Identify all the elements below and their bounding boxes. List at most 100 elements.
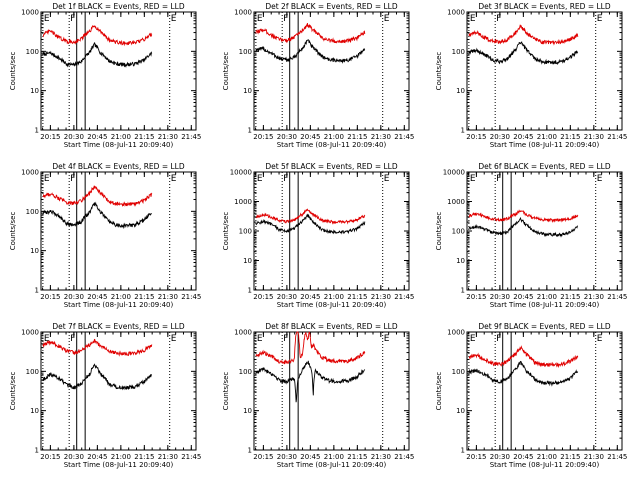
x-tick-label: 20:30 [64,133,84,141]
plot-frame [40,11,197,131]
x-tick-label: 20:30 [277,293,297,301]
marker-label: E [44,14,50,24]
y-tick-label: 10 [243,257,252,265]
events-series-line [468,41,579,66]
x-axis-label: Start Time (08-Jul-11 20:09:40) [490,141,600,149]
panel-title: Det 1f BLACK = Events, RED = LLD [52,2,185,11]
lld-series-line [42,184,153,208]
panel-title: Det 3f BLACK = Events, RED = LLD [478,2,611,11]
y-tick-label: 10 [30,87,39,95]
y-tick-label: 1000 [21,9,39,17]
lld-series-line [255,208,366,225]
x-axis-label: Start Time (08-Jul-11 20:09:40) [277,461,387,469]
x-tick-label: 20:45 [300,133,320,141]
y-tick-label: 10 [456,407,465,415]
y-tick-label: 1000 [21,169,39,177]
y-tick-label: 100 [239,368,252,376]
x-tick-label: 21:45 [607,453,627,461]
marker-label: F [283,14,288,24]
lld-series-line [255,23,366,44]
y-axis-label: Counts/sec [222,52,230,91]
y-tick-label: 100 [26,368,39,376]
panel-title: Det 4f BLACK = Events, RED = LLD [52,162,185,171]
x-axis-label: Start Time (08-Jul-11 20:09:40) [64,301,174,309]
x-tick-label: 20:30 [490,453,510,461]
y-tick-label: 100 [452,368,465,376]
y-axis-label: Counts/sec [435,52,443,91]
x-tick-label: 21:45 [181,293,201,301]
x-tick-label: 20:30 [64,453,84,461]
x-axis-label: Start Time (08-Jul-11 20:09:40) [490,461,600,469]
x-tick-label: 21:30 [158,453,178,461]
x-axis-label: Start Time (08-Jul-11 20:09:40) [277,141,387,149]
events-series-line [42,363,153,391]
x-tick-label: 21:30 [584,133,604,141]
lld-series-line [468,209,579,224]
y-tick-label: 10000 [230,169,252,177]
marker-label: E [597,334,603,344]
x-tick-label: 20:30 [490,293,510,301]
y-tick-label: 1000 [234,198,252,206]
x-tick-label: 21:15 [347,453,367,461]
x-tick-label: 20:45 [513,453,533,461]
y-tick-label: 1 [461,447,465,455]
events-series-line [255,39,366,64]
x-tick-label: 20:30 [64,293,84,301]
y-tick-label: 100 [239,228,252,236]
x-tick-label: 21:00 [324,453,344,461]
y-tick-label: 1 [248,127,252,135]
marker-label: F [70,14,75,24]
events-series-line [255,213,366,235]
x-tick-label: 20:45 [513,133,533,141]
marker-label: E [257,334,263,344]
y-tick-label: 10 [243,407,252,415]
x-tick-label: 20:15 [466,453,486,461]
y-tick-label: 1 [35,287,39,295]
y-tick-label: 100 [239,48,252,56]
x-tick-label: 20:15 [40,133,60,141]
x-tick-label: 21:15 [560,453,580,461]
marker-label: F [496,334,501,344]
x-tick-label: 20:30 [277,453,297,461]
marker-label: E [171,14,177,24]
panel-title: Det 2f BLACK = Events, RED = LLD [265,2,398,11]
events-series-line [255,360,366,403]
x-tick-label: 21:45 [394,453,414,461]
marker-label: E [257,14,263,24]
x-tick-label: 21:45 [181,133,201,141]
x-tick-label: 21:45 [394,293,414,301]
x-tick-label: 21:15 [134,453,154,461]
x-tick-label: 20:30 [490,133,510,141]
x-tick-label: 20:45 [87,293,107,301]
marker-label: E [384,334,390,344]
y-tick-label: 100 [452,228,465,236]
marker-label: F [496,174,501,184]
x-tick-label: 21:00 [324,133,344,141]
x-tick-label: 20:45 [87,453,107,461]
y-tick-label: 10 [456,257,465,265]
marker-label: E [470,14,476,24]
marker-label: F [70,334,75,344]
marker-label: E [257,174,263,184]
lld-series-line [468,345,579,369]
lld-series-line [468,24,579,46]
y-axis-label: Counts/sec [9,212,17,251]
y-tick-label: 1000 [447,9,465,17]
x-tick-label: 21:00 [324,293,344,301]
x-tick-label: 21:00 [537,133,557,141]
y-tick-label: 10 [30,247,39,255]
y-axis-label: Counts/sec [435,212,443,251]
events-series-line [468,216,578,238]
x-tick-label: 21:30 [371,453,391,461]
x-tick-label: 21:45 [607,133,627,141]
panel-title: Det 5f BLACK = Events, RED = LLD [265,162,398,171]
marker-label: E [470,174,476,184]
marker-label: E [597,14,603,24]
lld-series-line [42,24,153,47]
events-series-line [468,360,579,387]
y-tick-label: 100 [26,48,39,56]
y-tick-label: 10 [30,407,39,415]
y-axis-label: Counts/sec [435,372,443,411]
